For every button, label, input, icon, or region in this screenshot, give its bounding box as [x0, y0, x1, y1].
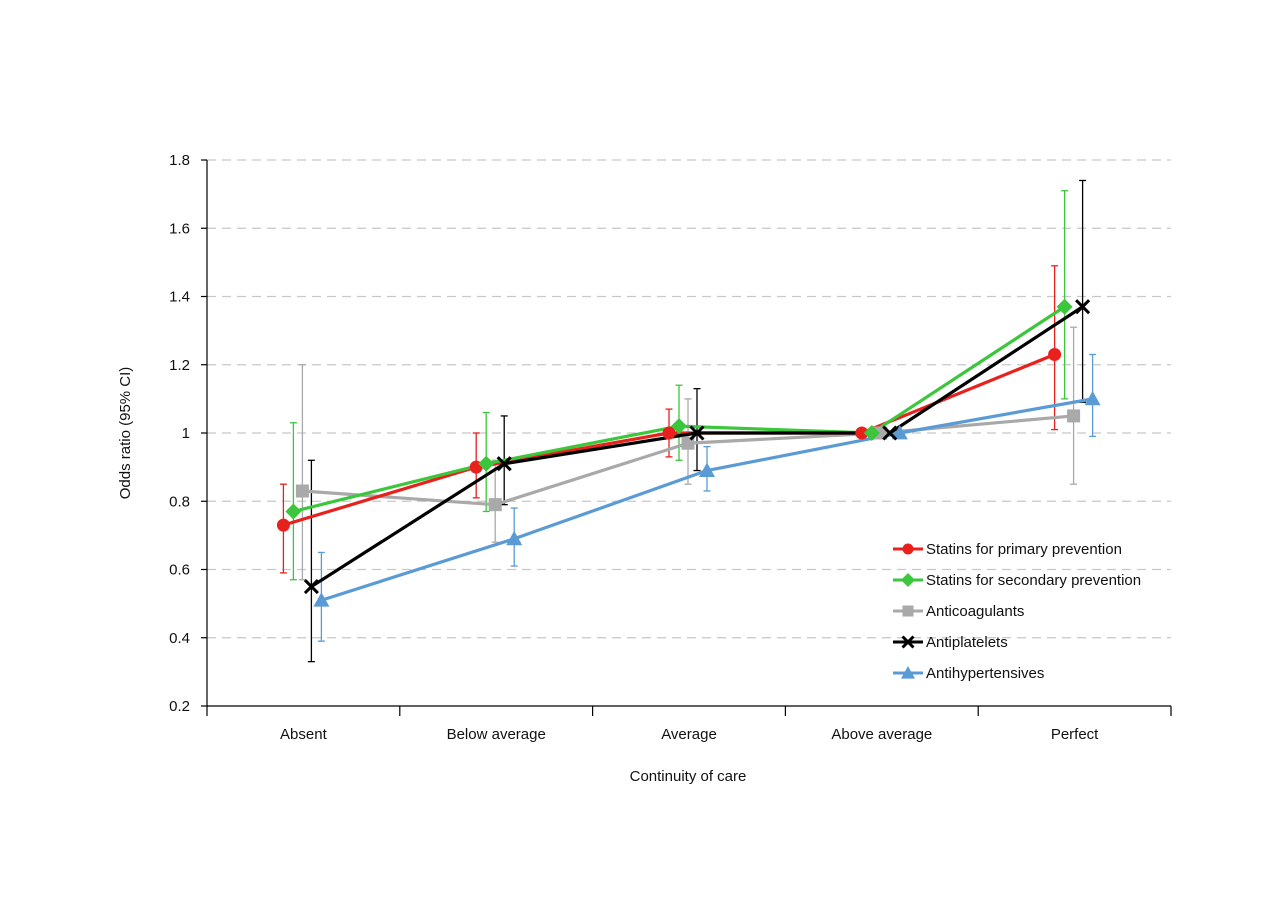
data-point	[662, 426, 676, 440]
data-point	[855, 426, 869, 440]
data-point	[874, 426, 888, 440]
data-point	[303, 579, 319, 595]
data-point	[891, 425, 908, 440]
legend-label: Statins for primary prevention	[926, 541, 1122, 558]
legend-label: Antihypertensives	[926, 665, 1044, 682]
y-tick-label: 0.4	[169, 630, 190, 647]
legend-item: Statins for primary prevention	[893, 541, 1122, 558]
legend-swatch-marker	[902, 605, 914, 617]
y-tick-label: 1.8	[169, 152, 190, 169]
x-category-label: Below average	[447, 726, 546, 743]
y-tick-label: 1.2	[169, 357, 190, 374]
legend-label: Statins for secondary prevention	[926, 572, 1141, 589]
legend-swatch-marker	[902, 543, 914, 555]
legend-item: Antihypertensives	[893, 665, 1044, 682]
legend: Statins for primary prevention Statins fo…	[893, 541, 1141, 682]
y-tick-label: 0.6	[169, 562, 190, 579]
x-category-label: Perfect	[1051, 726, 1099, 743]
x-ticks: Absent Below average Average Above average P…	[206, 706, 1172, 743]
data-point	[671, 418, 687, 435]
data-point	[863, 425, 880, 441]
data-point	[689, 425, 705, 441]
x-category-label: Absent	[280, 726, 328, 743]
legend-swatch-marker	[901, 635, 915, 649]
legend-label: Antiplatelets	[926, 634, 1008, 651]
legend-item: Antiplatelets	[893, 634, 1008, 651]
legend-item: Anticoagulants	[893, 603, 1024, 620]
data-point	[1048, 348, 1062, 362]
y-tick-label: 0.2	[169, 698, 190, 715]
y-tick-label: 1.4	[169, 289, 190, 306]
x-marker-stroke	[303, 579, 319, 595]
data-point	[882, 425, 898, 441]
data-point	[295, 484, 309, 498]
data-point	[1084, 390, 1101, 406]
y-axis-title: Odds ratio (95% CI)	[117, 367, 134, 500]
data-point	[478, 455, 495, 472]
x-category-label: Average	[661, 726, 717, 743]
x-axis-title: Continuity of care	[630, 768, 747, 785]
x-marker-stroke	[901, 635, 915, 649]
y-tick-label: 1.6	[169, 220, 190, 237]
legend-swatch-marker	[901, 666, 915, 679]
y-tick-label: 0.8	[169, 493, 190, 510]
data-point	[276, 518, 290, 532]
x-category-label: Above average	[831, 726, 932, 743]
legend-item: Statins for secondary prevention	[893, 572, 1141, 589]
data-point	[699, 462, 715, 477]
data-point	[496, 456, 512, 472]
y-tick-label: 1	[182, 425, 190, 442]
x-marker-stroke	[882, 425, 898, 441]
x-marker-stroke	[689, 425, 705, 441]
data-point	[313, 592, 330, 607]
y-ticks: 0.2 0.4 0.6 0.8 1 1.2 1.4 1.6 1.8	[169, 152, 207, 715]
data-point	[506, 530, 523, 546]
data-point	[1067, 409, 1081, 423]
legend-swatch-marker	[901, 573, 915, 587]
data-point	[285, 503, 302, 520]
legend-label: Anticoagulants	[926, 603, 1024, 620]
data-point	[1075, 299, 1091, 315]
data-point	[1056, 298, 1073, 315]
series-markers	[276, 298, 1101, 607]
x-marker-stroke	[496, 456, 512, 472]
data-point	[488, 498, 502, 512]
x-marker-stroke	[1075, 299, 1091, 315]
